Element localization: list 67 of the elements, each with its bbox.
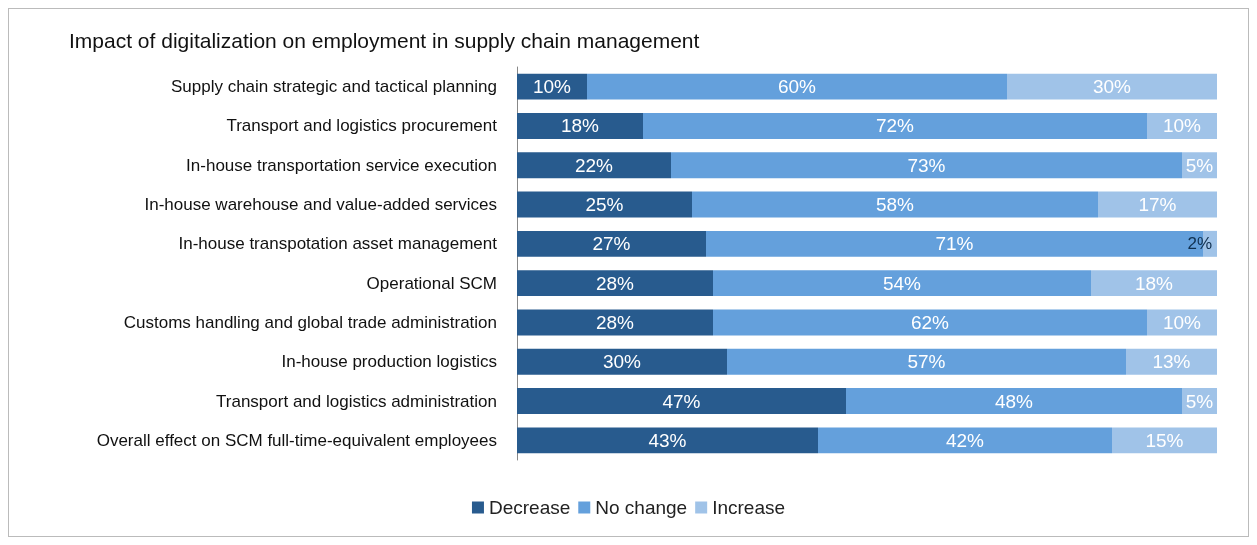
y-tick-label: In-house warehouse and value-added services bbox=[144, 195, 497, 215]
data-label: 22% bbox=[574, 154, 614, 176]
y-tick-label: Customs handling and global trade administration bbox=[123, 312, 497, 332]
bar bbox=[727, 348, 1126, 375]
bar bbox=[517, 427, 818, 454]
data-label: 60% bbox=[777, 76, 817, 98]
bar bbox=[713, 309, 1147, 336]
bar bbox=[517, 152, 671, 179]
data-label: 57% bbox=[907, 351, 946, 373]
y-tick-label: In-house production logistics bbox=[281, 352, 497, 372]
data-label: 15% bbox=[1145, 429, 1184, 451]
bar bbox=[517, 348, 727, 375]
data-label: 17% bbox=[1138, 194, 1177, 216]
bar bbox=[517, 112, 643, 139]
y-tick-label: In-house transpotation asset management bbox=[178, 234, 498, 254]
bar bbox=[1112, 427, 1217, 454]
bar bbox=[517, 230, 706, 257]
bar bbox=[713, 270, 1091, 297]
data-label: 10% bbox=[1162, 311, 1202, 333]
bar bbox=[846, 388, 1182, 415]
y-tick-label: Overall effect on SCM full-time-equivalent employees bbox=[96, 430, 497, 450]
y-tick-label: Operational SCM bbox=[366, 273, 497, 293]
bar bbox=[517, 191, 692, 218]
data-label: 48% bbox=[994, 390, 1034, 412]
bar bbox=[671, 152, 1182, 179]
data-label: 47% bbox=[662, 390, 701, 412]
y-tick-label: Transport and logistics administration bbox=[216, 391, 497, 411]
data-label: 25% bbox=[585, 194, 624, 216]
bar bbox=[1091, 270, 1217, 297]
bar bbox=[818, 427, 1112, 454]
legend-label: No change bbox=[595, 497, 688, 518]
bar bbox=[692, 191, 1098, 218]
y-tick-label: In-house transportation service execution bbox=[186, 155, 497, 175]
data-label: 10% bbox=[1162, 115, 1202, 137]
legend-label: Increase bbox=[712, 497, 786, 518]
data-label: 71% bbox=[935, 233, 974, 255]
bar bbox=[517, 309, 713, 336]
chart-title: Impact of digitalization on employment in supply chain management bbox=[69, 29, 700, 52]
data-label: 2% bbox=[1187, 234, 1212, 254]
data-label: 30% bbox=[602, 351, 642, 373]
data-label: 42% bbox=[945, 429, 985, 451]
data-label: 27% bbox=[592, 233, 631, 255]
data-label: 5% bbox=[1185, 154, 1214, 176]
y-tick-label: Transport and logistics procurement bbox=[226, 116, 498, 136]
data-label: 72% bbox=[875, 115, 915, 137]
data-label: 28% bbox=[595, 311, 635, 333]
bar bbox=[643, 112, 1147, 139]
y-tick-label: Supply chain strategic and tactical planning bbox=[170, 77, 497, 97]
data-label: 10% bbox=[532, 76, 572, 98]
data-label: 30% bbox=[1092, 76, 1132, 98]
data-label: 73% bbox=[907, 154, 946, 176]
data-label: 28% bbox=[595, 272, 635, 294]
data-label: 54% bbox=[882, 272, 922, 294]
legend-label: Decrease bbox=[488, 497, 571, 518]
data-label: 13% bbox=[1152, 351, 1191, 373]
data-label: 43% bbox=[648, 429, 687, 451]
bar bbox=[1007, 73, 1217, 100]
data-label: 58% bbox=[875, 194, 915, 216]
bar bbox=[517, 270, 713, 297]
data-label: 18% bbox=[1134, 272, 1174, 294]
data-label: 18% bbox=[560, 115, 600, 137]
bar bbox=[1098, 191, 1217, 218]
data-label: 5% bbox=[1185, 390, 1214, 412]
bar bbox=[517, 388, 846, 415]
data-label: 62% bbox=[910, 311, 950, 333]
bar bbox=[587, 73, 1007, 100]
bar bbox=[1126, 348, 1217, 375]
